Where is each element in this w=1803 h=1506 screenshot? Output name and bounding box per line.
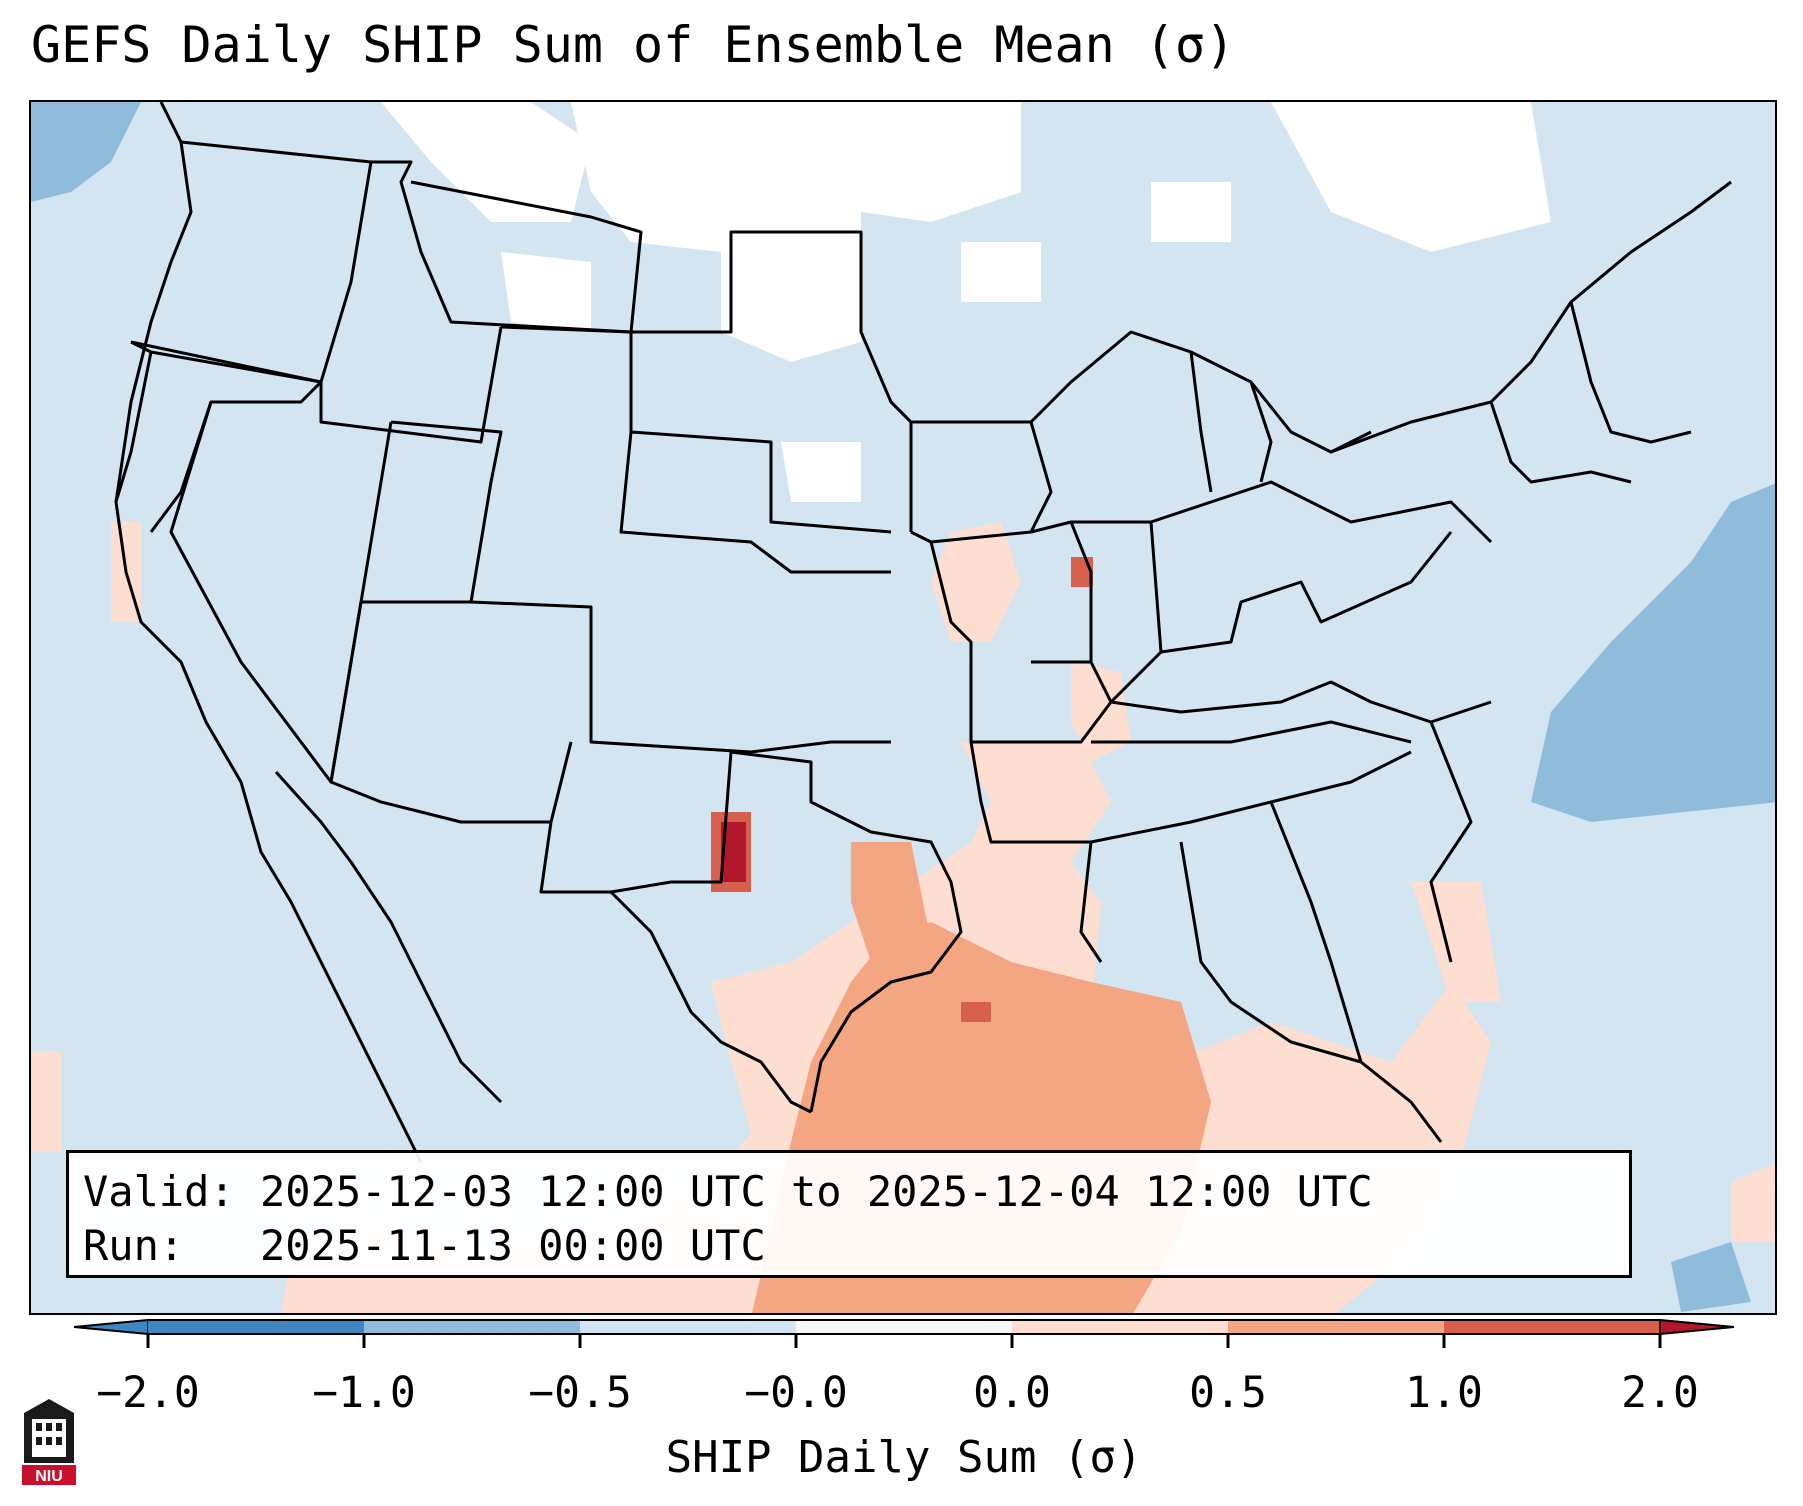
colorbar-segments xyxy=(73,1319,1735,1335)
map-canvas xyxy=(31,102,1775,1313)
colorbar xyxy=(73,1319,1735,1348)
valid-label: Valid: xyxy=(83,1167,235,1216)
anomaly-white-regions xyxy=(381,102,1551,502)
validity-info-box: Valid: 2025-12-03 12:00 UTC to 2025-12-0… xyxy=(66,1150,1632,1278)
colorbar-segment xyxy=(796,1320,1013,1334)
state-borders xyxy=(114,102,1732,1163)
colorbar-segment xyxy=(148,1320,365,1334)
colorbar-segment xyxy=(580,1320,797,1334)
colorbar-segment xyxy=(1228,1320,1445,1334)
valid-time-range: 2025-12-03 12:00 UTC to 2025-12-04 12:00… xyxy=(260,1167,1373,1216)
anomaly-blue-regions xyxy=(31,102,1775,1312)
run-label: Run: xyxy=(83,1221,185,1270)
map-panel xyxy=(29,100,1777,1315)
niu-logo: NIU xyxy=(22,1399,76,1485)
run-time: 2025-11-13 00:00 UTC xyxy=(260,1221,766,1270)
colorbar-extend-low xyxy=(73,1319,149,1335)
colorbar-tick-label: −0.5 xyxy=(528,1368,632,1418)
colorbar-label: SHIP Daily Sum (σ) xyxy=(665,1432,1143,1483)
colorbar-tick-label: 1.0 xyxy=(1405,1368,1483,1418)
colorbar-segment xyxy=(1012,1320,1229,1334)
colorbar-tick-label: 0.5 xyxy=(1189,1368,1267,1418)
colorbar-tick-label: 2.0 xyxy=(1621,1368,1699,1418)
colorbar-extend-high xyxy=(1659,1319,1735,1335)
colorbar-ticks xyxy=(146,1334,1662,1348)
colorbar-tick-label: 0.0 xyxy=(973,1368,1051,1418)
niu-logo-text: NIU xyxy=(35,1468,63,1485)
colorbar-segment xyxy=(364,1320,581,1334)
map-title: GEFS Daily SHIP Sum of Ensemble Mean (σ) xyxy=(31,16,1236,74)
colorbar-segment xyxy=(1444,1320,1661,1334)
colorbar-tick-label: −0.0 xyxy=(744,1368,848,1418)
colorbar-tick-label: −1.0 xyxy=(312,1368,416,1418)
colorbar-tick-label: −2.0 xyxy=(96,1368,200,1418)
